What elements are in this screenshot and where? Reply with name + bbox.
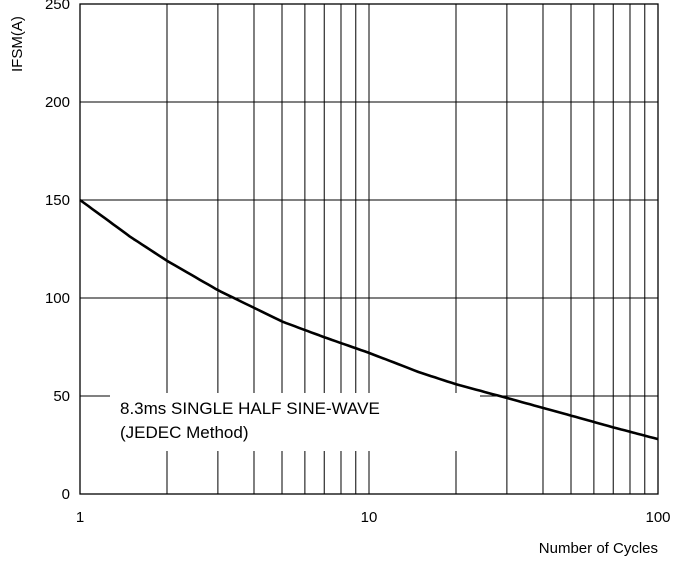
tick-labels: 0 50 100 150 200 250 1 10 100: [45, 0, 671, 526]
y-tick-label: 0: [62, 486, 70, 503]
y-tick-label: 50: [53, 388, 70, 405]
series-layer: [79, 198, 659, 441]
y-tick-label: 200: [45, 94, 70, 111]
y-axis-title: IFSM(A): [9, 16, 26, 72]
x-axis-title: Number of Cycles: [539, 540, 658, 557]
series-line: [79, 198, 659, 441]
annotation: 8.3ms SINGLE HALF SINE-WAVE (JEDEC Metho…: [120, 399, 380, 442]
annotation-background: [110, 393, 480, 451]
x-tick-label: 100: [645, 509, 670, 526]
y-tick-label: 100: [45, 290, 70, 307]
plot-frame: [79, 3, 659, 495]
x-tick-label: 10: [361, 509, 378, 526]
x-tick-label: 1: [76, 509, 84, 526]
y-tick-label: 250: [45, 0, 70, 13]
y-tick-label: 150: [45, 192, 70, 209]
annotation-line-1: 8.3ms SINGLE HALF SINE-WAVE: [120, 399, 380, 418]
annotation-line-2: (JEDEC Method): [120, 423, 248, 442]
